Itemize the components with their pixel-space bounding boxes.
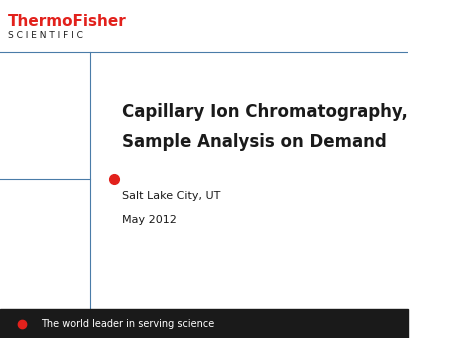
- Text: ThermoFisher: ThermoFisher: [8, 15, 127, 29]
- Text: The world leader in serving science: The world leader in serving science: [41, 319, 214, 329]
- Text: Salt Lake City, UT: Salt Lake City, UT: [122, 191, 221, 201]
- Text: Capillary Ion Chromatography,: Capillary Ion Chromatography,: [122, 102, 408, 121]
- Text: Sample Analysis on Demand: Sample Analysis on Demand: [122, 133, 387, 151]
- Text: May 2012: May 2012: [122, 215, 177, 225]
- Bar: [0, 309, 408, 338]
- Text: S C I E N T I F I C: S C I E N T I F I C: [8, 31, 83, 40]
